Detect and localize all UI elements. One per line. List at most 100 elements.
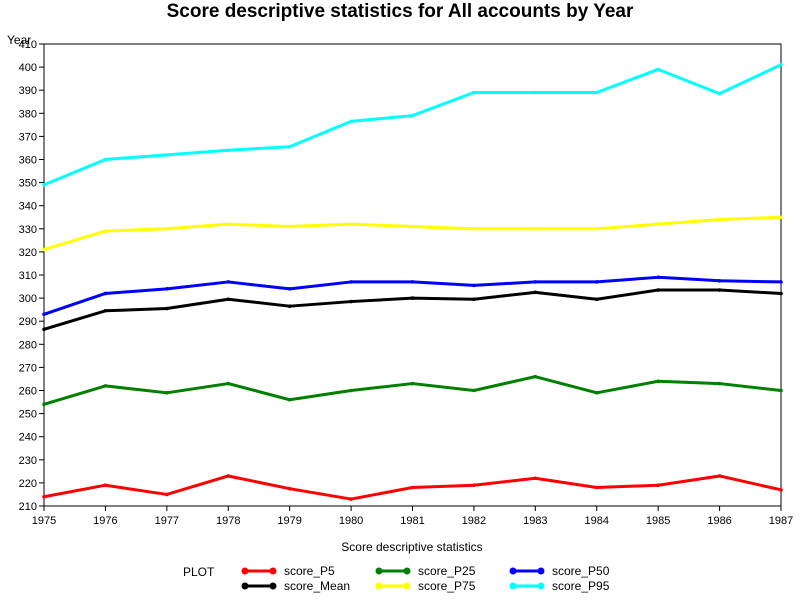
y-tick-label: 350 [19,178,37,190]
data-point [103,229,108,233]
y-tick-label: 320 [19,247,37,259]
y-tick-label: 400 [19,62,37,74]
data-point [349,222,353,226]
y-tick-label: 280 [19,339,37,351]
x-axis: 1975 1976 1977 1978 1979 1980 1981 1982 1983 1984… [32,506,793,527]
data-point [472,90,476,95]
data-point [226,148,231,153]
data-point [226,222,231,226]
series-line [43,288,782,331]
data-point [533,227,538,231]
data-point [779,488,783,492]
plot-frame [43,43,782,507]
data-point [287,397,292,402]
data-point [410,381,415,386]
legend-item-score_P50: score_P50 [509,564,610,578]
data-point [472,297,476,302]
data-point [656,483,660,488]
data-point [226,381,231,386]
x-tick-label: 1977 [155,515,179,527]
data-point [717,278,722,283]
y-tick-label: 410 [19,39,37,51]
data-point [533,290,538,295]
data-point [472,483,476,488]
series-score_P25 [42,374,783,407]
data-point [226,474,231,478]
data-point [287,144,292,149]
data-point [165,153,169,157]
y-tick-label: 250 [19,409,37,421]
data-point [533,90,538,95]
x-tick-label: 1987 [769,515,793,527]
y-tick-label: 310 [19,270,37,282]
data-point [717,217,722,222]
data-point [594,227,599,231]
series-score_P95 [42,62,783,187]
data-point [287,224,292,229]
y-tick-label: 240 [19,432,37,444]
data-point [103,291,108,296]
legend-swatch-dot [269,567,277,575]
data-point [594,90,599,95]
legend-item-score_P25: score_P25 [375,564,476,578]
data-point [533,374,538,379]
legend-item-score_Mean: score_Mean [241,579,350,593]
data-point [472,227,476,231]
legend-label: score_P5 [284,564,335,578]
data-point [779,215,783,220]
data-point [410,280,415,284]
data-point [42,247,46,252]
series-line [43,215,782,252]
legend-swatch-dot [269,582,277,590]
data-point [226,280,231,284]
y-tick-label: 210 [19,501,37,513]
y-tick-label: 340 [19,201,37,213]
legend-swatch-dot [241,567,249,575]
y-tick-label: 300 [19,293,37,305]
data-point [349,299,353,304]
data-point [103,157,108,162]
legend-swatch-dot [509,582,517,590]
chart-title: Score descriptive statistics for All acc… [167,1,634,22]
y-tick-label: 330 [19,224,37,236]
legend-swatch-dot [537,582,545,590]
legend-swatch-dot [241,582,249,590]
x-tick-label: 1978 [216,515,240,527]
x-tick-label: 1982 [462,515,486,527]
data-point [42,494,46,499]
series-layer [42,62,783,501]
legend-label: score_P50 [552,564,610,578]
data-point [349,280,353,284]
x-axis-title: Score descriptive statistics [341,540,482,554]
x-tick-label: 1981 [400,515,424,527]
y-axis: 210 220 230 240 250 260 270 280 290 300 310 320 330 3… [19,39,44,513]
series-line [43,375,782,406]
data-point [533,476,538,481]
series-score_P50 [42,275,783,317]
y-tick-label: 370 [19,131,37,143]
data-point [42,312,46,317]
x-tick-label: 1983 [523,515,547,527]
data-point [779,280,783,284]
legend-item-score_P95: score_P95 [509,579,610,593]
data-point [42,327,46,332]
x-tick-label: 1976 [93,515,117,527]
legend-item-score_P75: score_P75 [375,579,476,593]
y-tick-label: 360 [19,155,37,167]
data-point [779,62,783,67]
data-point [349,497,353,501]
data-point [165,287,169,291]
legend-label: score_P25 [418,564,476,578]
x-tick-label: 1985 [646,515,670,527]
legend-title: PLOT [183,565,215,579]
data-point [717,381,722,386]
data-point [472,283,476,288]
x-tick-label: 1980 [339,515,363,527]
x-tick-label: 1975 [32,515,56,527]
data-point [42,183,46,187]
data-point [103,483,108,488]
y-tick-label: 220 [19,478,37,490]
data-point [779,291,783,296]
data-point [594,391,599,395]
x-tick-label: 1984 [585,515,609,527]
